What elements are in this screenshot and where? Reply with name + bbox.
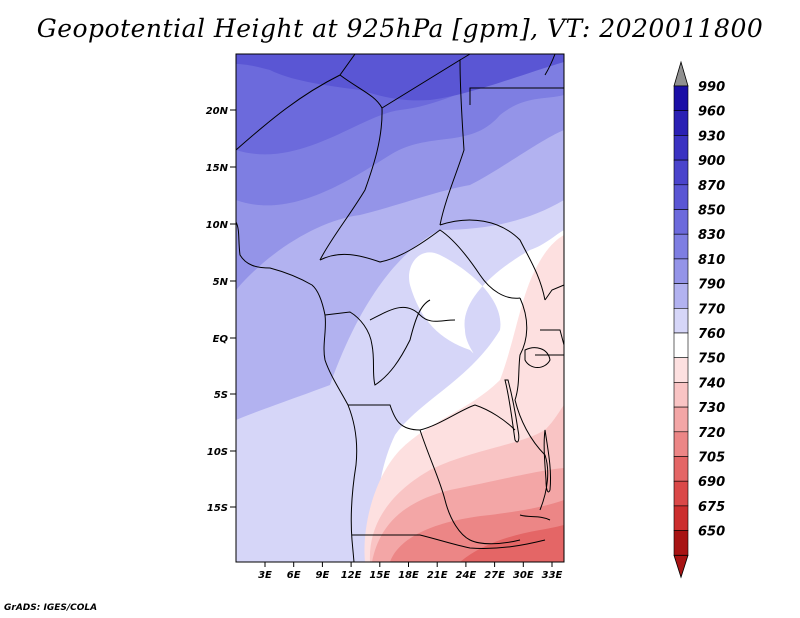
lake-victoria	[524, 347, 551, 368]
colorbar-swatch	[673, 332, 689, 359]
lon-tick-label: 24E	[456, 570, 477, 581]
colorbar-label: 720	[698, 426, 725, 441]
border-west-africa-sahel	[235, 53, 356, 151]
colorbar-bottom-arrow	[673, 554, 689, 579]
lon-tick-label: 21E	[427, 570, 448, 581]
colorbar-label: 900	[698, 154, 725, 169]
colorbar-swatch	[673, 135, 689, 161]
colorbar-swatch	[673, 233, 689, 260]
colorbar-swatch	[673, 480, 689, 507]
lon-tick-label: 15E	[369, 570, 390, 581]
lat-tick-label: 15N	[206, 163, 229, 174]
border-namibia	[352, 534, 546, 549]
colorbar-label: 705	[698, 451, 725, 466]
colorbar-swatch	[673, 110, 689, 136]
colorbar-swatch	[673, 456, 689, 482]
field-band-705	[460, 525, 564, 562]
border-angola-zambia	[419, 429, 521, 545]
colorbar-swatch	[673, 159, 689, 186]
colorbar: 990 960 930 900 870 850 830 810 790 770 760 750 740 7…	[673, 60, 725, 579]
colorbar-swatch	[673, 85, 689, 112]
colorbar-top-arrow	[673, 60, 689, 87]
border-libya-egypt	[459, 53, 564, 105]
zambezi-coast	[519, 514, 551, 521]
border-cameroon-car	[319, 229, 521, 299]
lon-tick-label: 6E	[287, 570, 301, 581]
colorbar-label: 850	[698, 204, 725, 219]
colorbar-label: 760	[698, 327, 725, 342]
border-chad-sudan	[381, 59, 465, 226]
colorbar-label: 990	[698, 80, 725, 95]
lon-tick-label: 27E	[484, 570, 505, 581]
lake-tanganyika	[504, 379, 520, 443]
colorbar-label: 870	[698, 179, 725, 194]
colorbar-swatch	[673, 307, 689, 334]
colorbar-label: 650	[698, 525, 725, 540]
colorbar-label: 750	[698, 352, 725, 367]
colorbar-swatch	[673, 258, 689, 284]
colorbar-swatch	[673, 357, 689, 383]
colorbar-label: 740	[698, 376, 725, 391]
lon-tick-label: 33E	[542, 570, 563, 581]
chart-title: Geopotential Height at 925hPa [gpm], VT:…	[36, 14, 764, 43]
colorbar-label: 770	[698, 302, 725, 317]
lat-tick-label: 20N	[206, 106, 229, 117]
lon-tick-label: 9E	[316, 570, 330, 581]
border-drc-angola	[348, 404, 516, 431]
lon-tick-label: 3E	[258, 570, 272, 581]
colorbar-label: 790	[698, 278, 725, 293]
colorbar-swatch	[673, 431, 689, 457]
lat-tick-label: 5N	[213, 277, 229, 288]
border-east-lakes	[535, 284, 565, 356]
border-congo-drc	[324, 299, 431, 386]
map-frame	[235, 53, 565, 563]
colorbar-label: 810	[698, 253, 725, 268]
lon-tick-label: 30E	[513, 570, 534, 581]
colorbar-label: 690	[698, 475, 725, 490]
lon-axis: 3E 6E 9E 12E 15E 18E 21E 24E 27E 30E 33E	[258, 562, 563, 581]
lat-tick-label: 5S	[214, 390, 228, 401]
colorbar-swatch	[673, 505, 689, 531]
colorbar-label: 960	[698, 105, 725, 120]
colorbar-label: 930	[698, 129, 725, 144]
footer-credit: GrADS: IGES/COLA	[4, 603, 98, 613]
colorbar-swatch	[673, 382, 689, 408]
river-congo	[369, 306, 456, 322]
colorbar-label: 830	[698, 228, 725, 243]
nile-coast	[544, 53, 556, 76]
lake-malawi	[543, 429, 551, 493]
lat-tick-label: 10N	[206, 220, 229, 231]
colorbar-label: 730	[698, 401, 725, 416]
field-high-north	[236, 54, 564, 101]
colorbar-swatch	[673, 530, 689, 556]
lat-axis: 20N 15N 10N 5N EQ 5S 10S 15S	[206, 106, 236, 514]
coastlines-borders	[235, 53, 565, 563]
border-east-africa	[514, 297, 549, 511]
lat-tick-label: 15S	[207, 503, 228, 514]
lat-tick-label: EQ	[213, 334, 229, 345]
colorbar-swatch	[673, 406, 689, 433]
lon-tick-label: 18E	[398, 570, 419, 581]
colorbar-swatch	[673, 184, 689, 210]
lon-tick-label: 12E	[341, 570, 362, 581]
height-field	[236, 54, 564, 562]
border-sudan-south	[439, 219, 546, 301]
colorbar-label: 675	[698, 500, 725, 515]
colorbar-swatch	[673, 209, 689, 235]
lat-tick-label: 10S	[207, 447, 228, 458]
border-niger-chad	[319, 74, 383, 261]
colorbar-swatch	[673, 283, 689, 309]
